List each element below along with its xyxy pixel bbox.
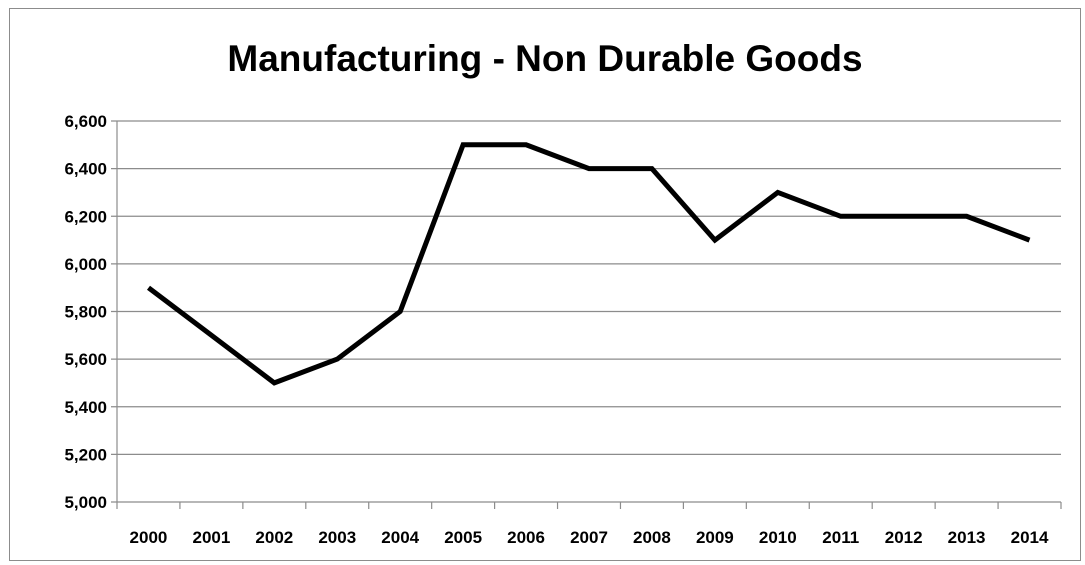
y-tick-label-6600: 6,600 — [64, 112, 107, 131]
x-tick-label-2006: 2006 — [507, 528, 545, 547]
data-point-2002 — [272, 380, 277, 385]
y-tick-label-5600: 5,600 — [64, 350, 107, 369]
x-tick-label-2003: 2003 — [318, 528, 356, 547]
y-tick-label-5200: 5,200 — [64, 445, 107, 464]
data-point-2011 — [838, 214, 843, 219]
chart-frame — [9, 8, 1081, 561]
data-point-2006 — [524, 142, 529, 147]
data-point-2008 — [649, 166, 654, 171]
x-tick-label-2005: 2005 — [444, 528, 482, 547]
data-point-2012 — [901, 214, 906, 219]
data-point-2009 — [712, 238, 717, 243]
x-tick-label-2004: 2004 — [381, 528, 419, 547]
y-axis-tick-labels: 5,000 5,200 5,400 5,600 5,800 6,000 6,200 6,400… — [64, 112, 107, 512]
x-tick-label-2013: 2013 — [948, 528, 986, 547]
y-tick-label-6200: 6,200 — [64, 207, 107, 226]
x-tick-label-2009: 2009 — [696, 528, 734, 547]
x-tick-label-2002: 2002 — [255, 528, 293, 547]
chart-title: Manufacturing - Non Durable Goods — [227, 38, 863, 79]
axes — [116, 121, 1062, 509]
gridlines — [111, 120, 1061, 503]
y-tick-label-5000: 5,000 — [64, 493, 107, 512]
data-point-2004 — [398, 309, 403, 314]
y-tick-label-6400: 6,400 — [64, 160, 107, 179]
x-tick-label-2001: 2001 — [192, 528, 230, 547]
series-line-0 — [146, 142, 1031, 386]
y-tick-label-6000: 6,000 — [64, 255, 107, 274]
data-point-2007 — [587, 166, 592, 171]
data-point-2013 — [964, 214, 969, 219]
data-point-2010 — [775, 190, 780, 195]
x-tick-label-2010: 2010 — [759, 528, 797, 547]
x-tick-label-2012: 2012 — [885, 528, 923, 547]
x-tick-label-2014: 2014 — [1011, 528, 1049, 547]
x-tick-label-2008: 2008 — [633, 528, 671, 547]
data-point-2000 — [146, 285, 151, 290]
data-point-2003 — [335, 357, 340, 362]
data-point-2014 — [1027, 238, 1032, 243]
y-tick-label-5400: 5,400 — [64, 398, 107, 417]
x-tick-label-2011: 2011 — [822, 528, 859, 547]
x-tick-label-2000: 2000 — [130, 528, 168, 547]
data-point-2005 — [461, 142, 466, 147]
data-point-2001 — [209, 333, 214, 338]
x-axis-tick-labels: 2000 2001 2002 2003 2004 2005 2006 2007 2008 2009… — [130, 528, 1049, 547]
series-layer — [146, 142, 1032, 386]
y-tick-label-5800: 5,800 — [64, 303, 107, 322]
x-tick-label-2007: 2007 — [570, 528, 608, 547]
